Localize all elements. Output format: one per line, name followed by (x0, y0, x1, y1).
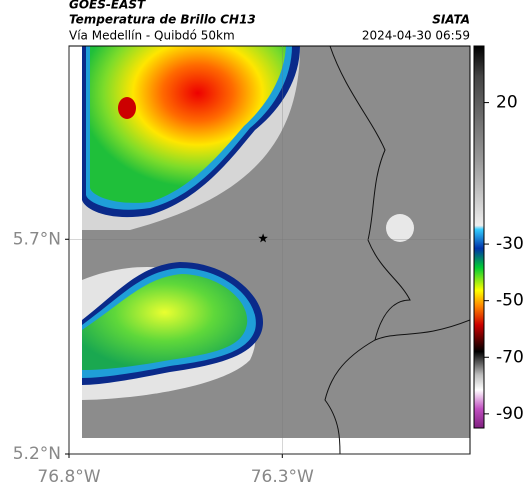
colorbar-tick-label: -50 (496, 291, 524, 311)
title: GOES-EAST (69, 0, 146, 12)
colorbar-tick-label: 20 (496, 93, 518, 113)
timestamp: 2024-04-30 06:59 (362, 29, 470, 43)
x-tick-label: 76.3°W (251, 467, 314, 487)
colorbar-tick-label: -90 (496, 404, 524, 424)
cloud-core (82, 274, 248, 370)
source: SIATA (432, 13, 470, 27)
border (374, 319, 470, 341)
imagery (82, 46, 470, 454)
subtitle: Temperatura de Brillo CH13 (69, 13, 256, 27)
y-tick-label: 5.2°N (13, 444, 61, 464)
header: GOES-EAST Temperatura de Brillo CH13 Vía… (69, 0, 470, 43)
colorbar (473, 45, 485, 429)
colorbar-tick-label: -30 (496, 234, 524, 254)
colorbar-tick-label: -70 (496, 347, 524, 367)
y-tick-label: 5.7°N (13, 229, 61, 249)
cloud-core (118, 97, 136, 119)
cloud-core (90, 46, 286, 203)
border (324, 46, 411, 454)
route: Vía Medellín - Quibdó 50km (69, 29, 235, 43)
location-marker (258, 233, 268, 243)
x-tick-label: 76.8°W (37, 467, 100, 487)
bright-spot (386, 214, 414, 242)
